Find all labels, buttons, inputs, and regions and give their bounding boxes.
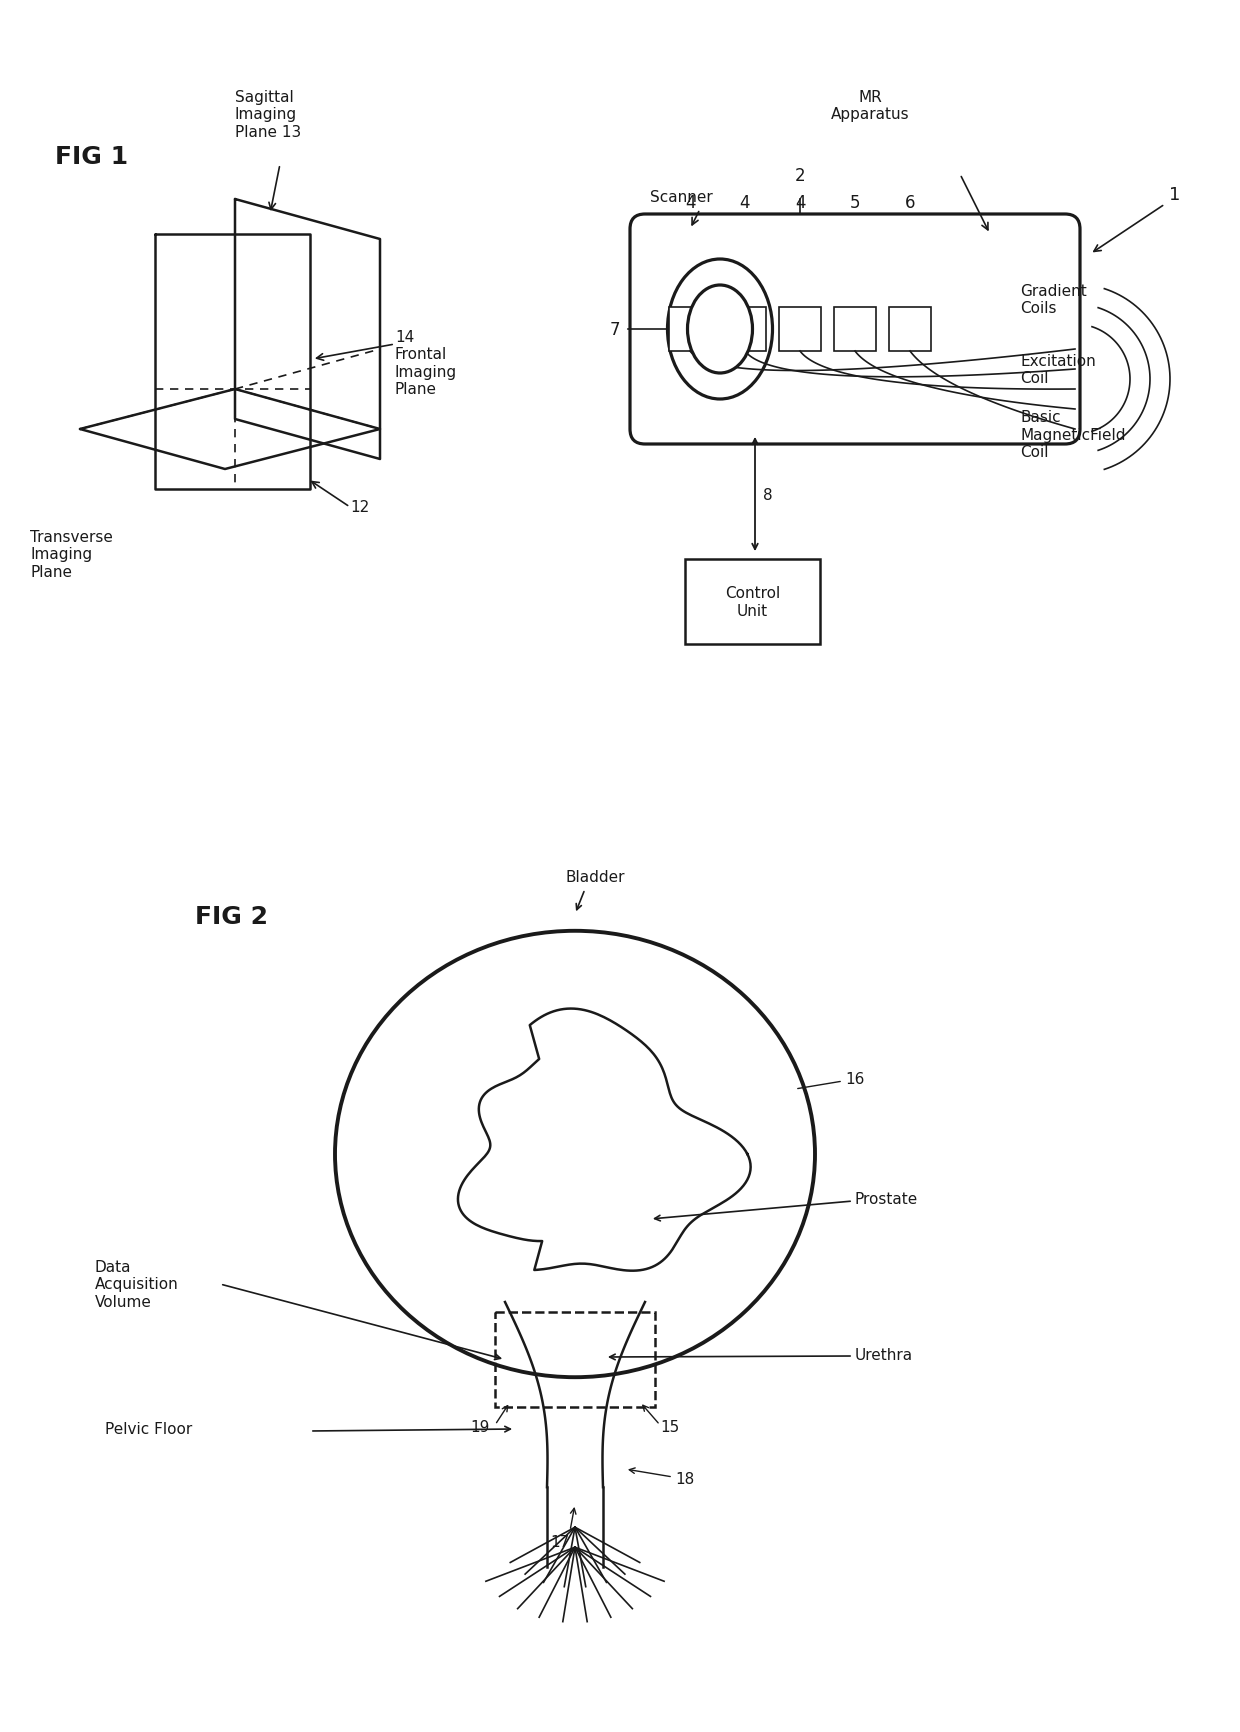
Text: MR
Apparatus: MR Apparatus [831, 90, 909, 123]
Text: FIG 1: FIG 1 [55, 145, 128, 170]
Ellipse shape [335, 932, 815, 1377]
Text: 4: 4 [740, 194, 750, 211]
Text: 6: 6 [905, 194, 915, 211]
Ellipse shape [687, 286, 753, 374]
Text: Control
Unit: Control Unit [725, 585, 780, 618]
Bar [670, 308, 711, 352]
Text: 5: 5 [849, 194, 861, 211]
Bar [724, 308, 766, 352]
Text: 15: 15 [660, 1420, 680, 1434]
Text: Transverse
Imaging
Plane: Transverse Imaging Plane [30, 530, 113, 580]
Text: 2: 2 [795, 166, 805, 185]
Text: 1: 1 [1169, 185, 1180, 204]
Text: 7: 7 [610, 320, 620, 339]
Text: Pelvic Floor: Pelvic Floor [105, 1422, 192, 1436]
Text: 18: 18 [675, 1472, 694, 1486]
Text: 16: 16 [844, 1072, 864, 1088]
Bar [779, 308, 821, 352]
Text: Scanner: Scanner [650, 191, 713, 204]
Text: Excitation
Coil: Excitation Coil [1021, 353, 1096, 386]
Text: 12: 12 [350, 501, 370, 514]
Text: 4: 4 [795, 194, 805, 211]
Text: Data
Acquisition
Volume: Data Acquisition Volume [95, 1259, 179, 1309]
Text: 19: 19 [471, 1420, 490, 1434]
Text: Bladder: Bladder [565, 869, 625, 885]
Text: 4: 4 [684, 194, 696, 211]
Bar [684, 559, 820, 644]
Text: Prostate: Prostate [856, 1192, 919, 1207]
Bar [889, 308, 931, 352]
Ellipse shape [667, 260, 773, 400]
Bar [495, 1313, 655, 1406]
Text: 17: 17 [551, 1535, 569, 1548]
Text: 14
Frontal
Imaging
Plane: 14 Frontal Imaging Plane [396, 329, 458, 397]
Bar [835, 308, 875, 352]
Text: FIG 2: FIG 2 [195, 904, 268, 928]
Text: Urethra: Urethra [856, 1347, 913, 1361]
FancyBboxPatch shape [630, 215, 1080, 445]
Text: Basic
MagneticField
Coil: Basic MagneticField Coil [1021, 410, 1126, 459]
Text: Sagittal
Imaging
Plane 13: Sagittal Imaging Plane 13 [236, 90, 301, 140]
Text: Gradient
Coils: Gradient Coils [1021, 284, 1086, 315]
Text: 8: 8 [763, 487, 773, 502]
